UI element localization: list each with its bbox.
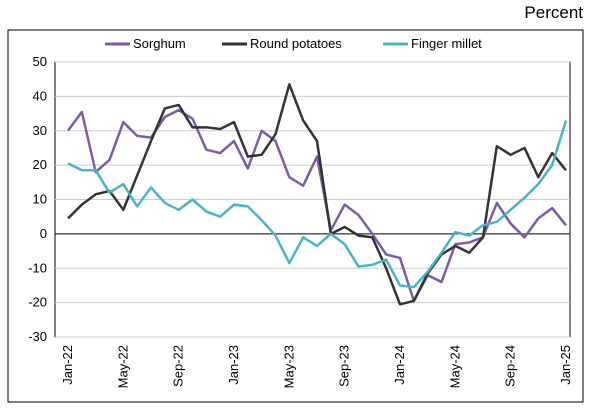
y-tick-label: 40 — [33, 88, 47, 103]
y-tick-label: -20 — [28, 295, 47, 310]
series-line — [67, 120, 568, 289]
unit-label: Percent — [524, 3, 583, 22]
legend-label: Sorghum — [133, 36, 186, 51]
y-tick-label: 0 — [40, 226, 47, 241]
y-tick-label: 50 — [33, 54, 47, 69]
legend-label: Finger millet — [411, 36, 482, 51]
y-tick-label: 20 — [33, 157, 47, 172]
x-tick-label: Jan-24 — [392, 345, 407, 385]
x-tick-label: May-24 — [447, 345, 462, 388]
x-tick-label: Sep-23 — [337, 345, 352, 387]
y-tick-label: 10 — [33, 192, 47, 207]
x-tick-label: May-22 — [115, 345, 130, 388]
legend-label: Round potatoes — [250, 36, 342, 51]
x-tick-label: May-23 — [281, 345, 296, 388]
x-tick-label: Jan-22 — [60, 345, 75, 385]
chart-frame — [7, 29, 584, 403]
y-tick-label: -10 — [28, 260, 47, 275]
x-tick-label: Jan-25 — [558, 345, 573, 385]
x-tick-label: Jan-23 — [226, 345, 241, 385]
x-tick-label: Sep-22 — [171, 345, 186, 387]
y-tick-label: -30 — [28, 329, 47, 344]
series-line — [67, 83, 567, 306]
y-tick-label: 30 — [33, 123, 47, 138]
series-line — [66, 108, 567, 303]
x-tick-label: Sep-24 — [503, 345, 518, 387]
